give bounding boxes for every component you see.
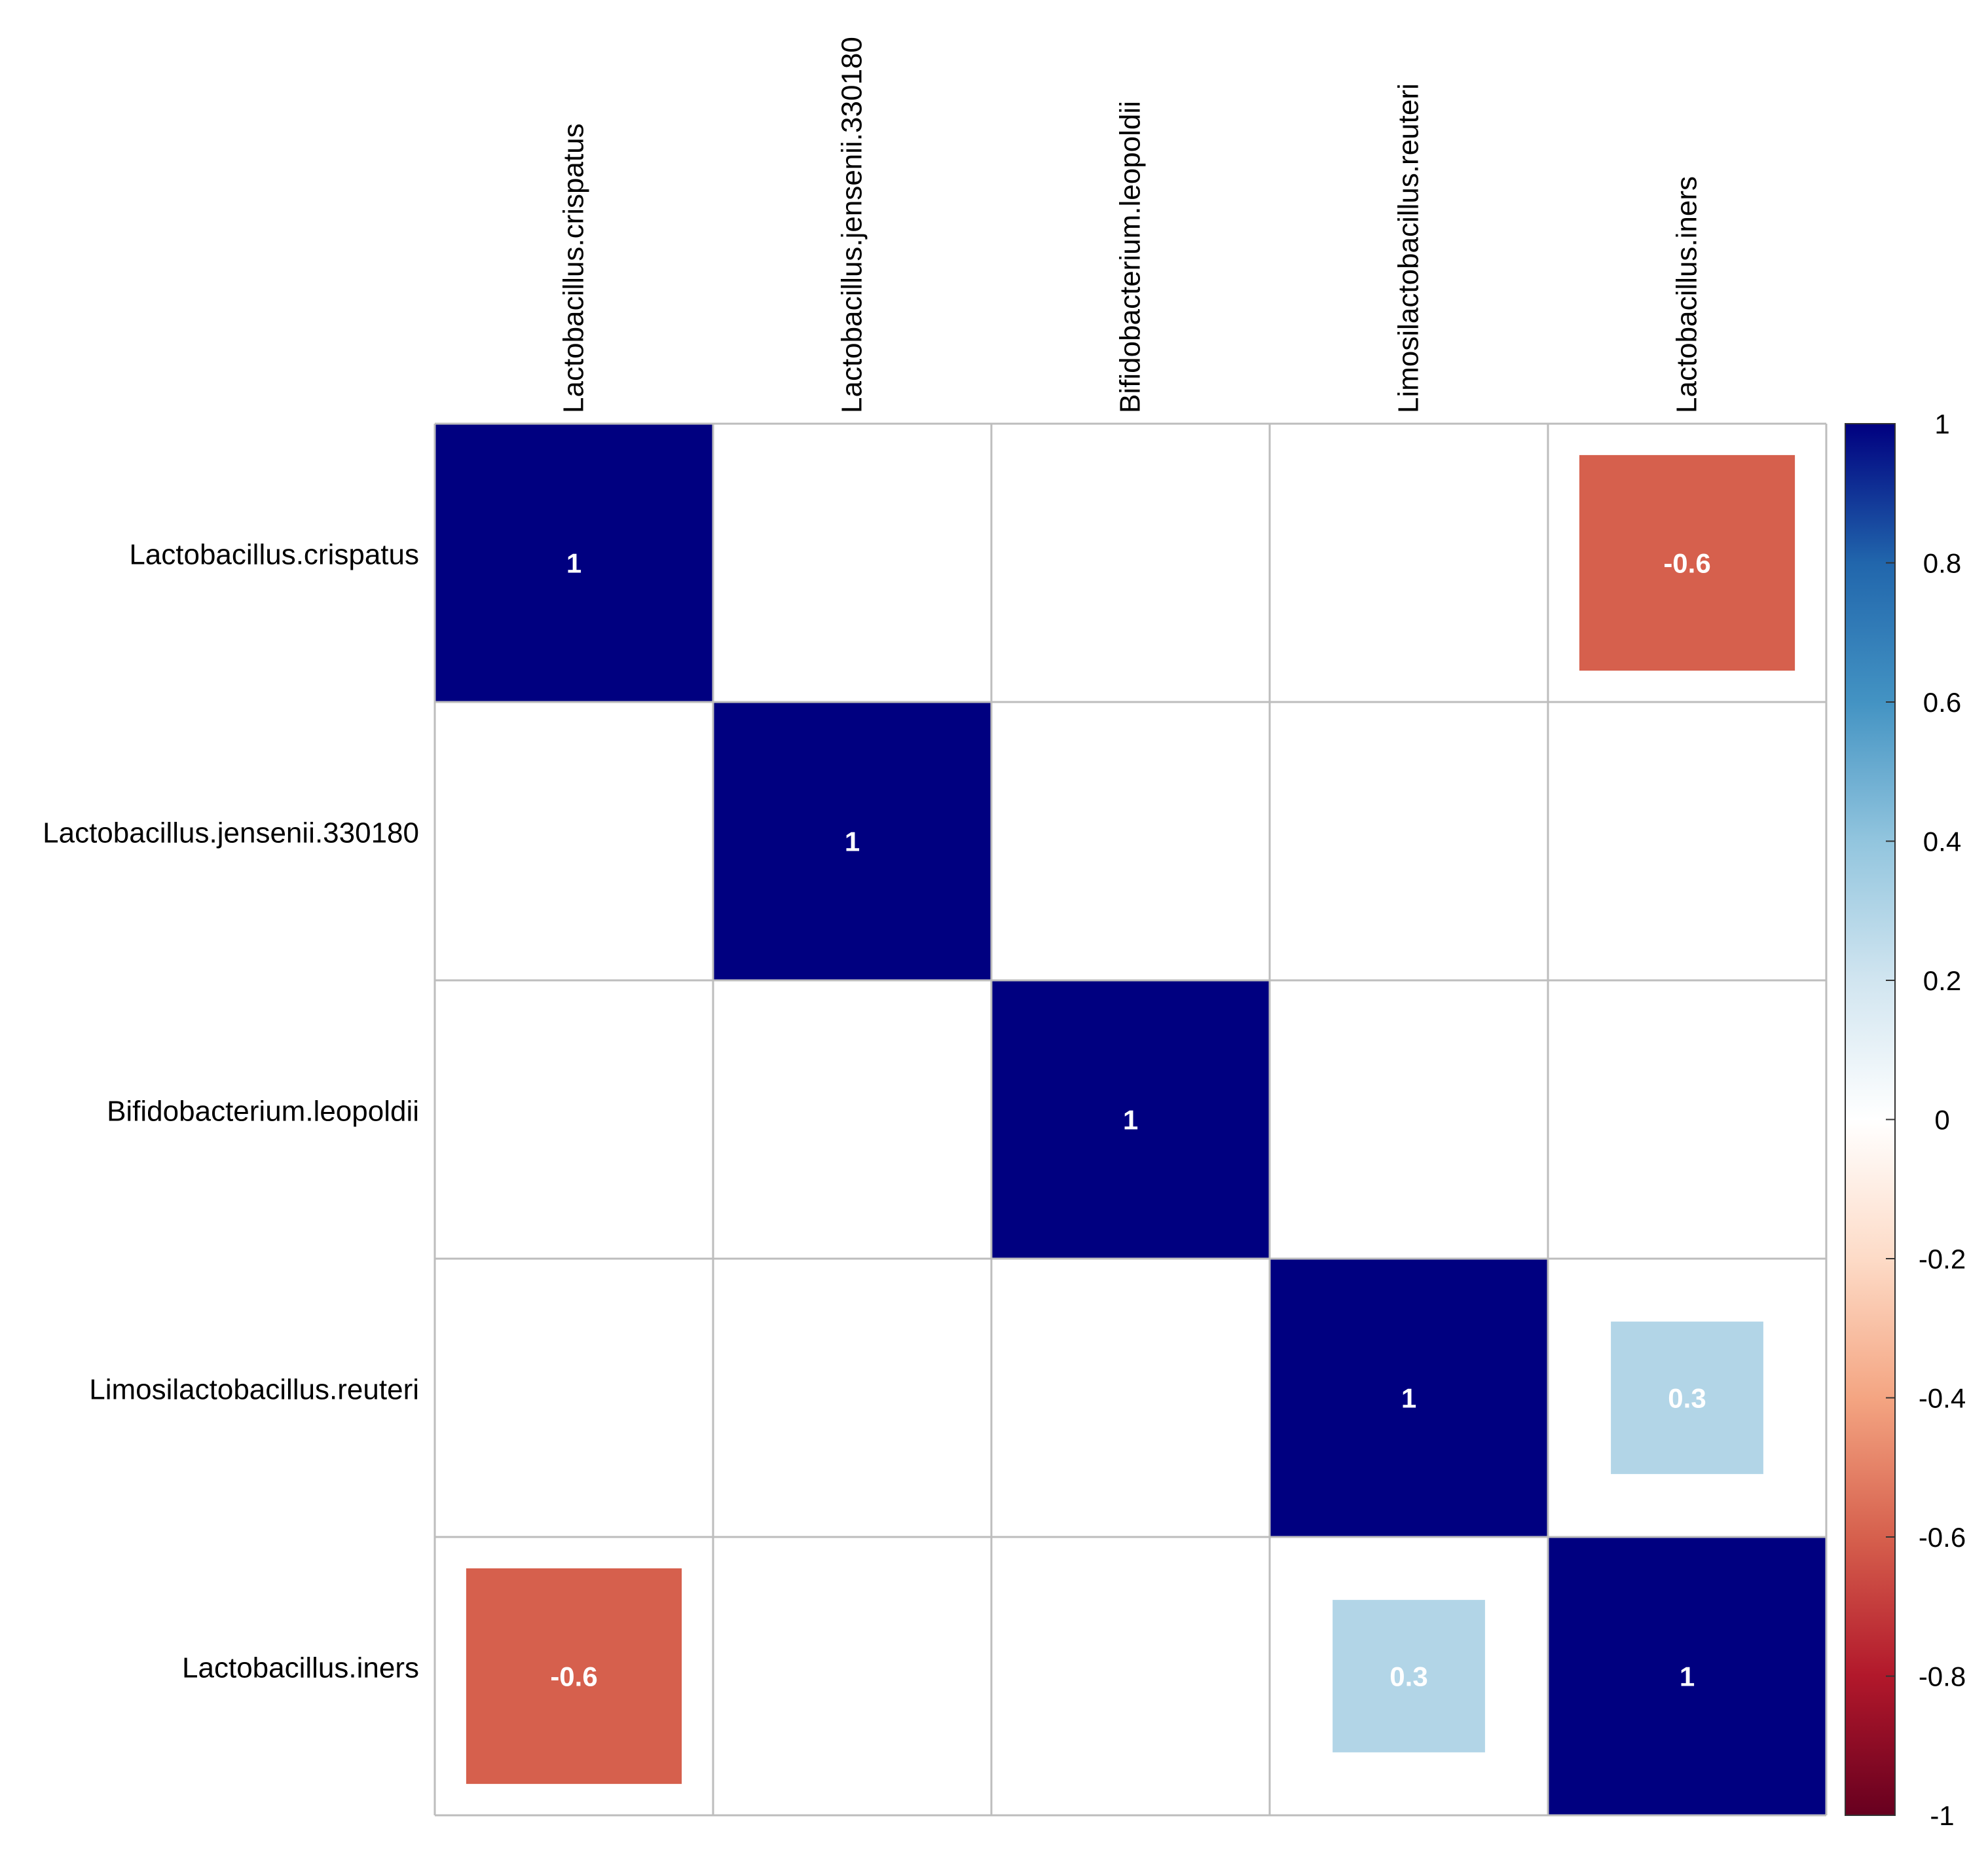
- column-labels: Lactobacillus.crispatus Lactobacillus.jen…: [558, 37, 1703, 413]
- colorbar-tick-label: 0.2: [1923, 965, 1961, 996]
- cell-value-label: 1: [566, 548, 581, 579]
- colorbar-tick-label: -0.6: [1919, 1522, 1966, 1553]
- row-label: Bifidobacterium.leopoldii: [107, 1096, 419, 1128]
- heatmap-cell-0-0: [435, 424, 713, 702]
- cell-value-label: 1: [845, 826, 860, 857]
- column-label: Limosilactobacillus.reuteri: [1393, 83, 1425, 413]
- cell-value-label: 0.3: [1390, 1661, 1427, 1692]
- cell-value-label: 1: [1680, 1661, 1695, 1692]
- column-label: Lactobacillus.crispatus: [558, 123, 590, 413]
- colorbar-tick-label: -0.4: [1919, 1383, 1966, 1414]
- heatmap-cell-1-1: [713, 702, 991, 980]
- column-label: Lactobacillus.jensenii.330180: [836, 37, 868, 413]
- colorbar-tick-label: 0.6: [1923, 687, 1961, 718]
- grid-lines: [433, 422, 1828, 1817]
- colorbar-tick-label: -1: [1930, 1800, 1954, 1831]
- column-label: Bifidobacterium.leopoldii: [1114, 101, 1147, 413]
- heatmap-cell-4-4: [1548, 1537, 1826, 1815]
- colorbar: 1 0.8 0.6 0.4 0.2 0 -0.2 -0.4 -0.6 -0.8 -1: [1845, 409, 1966, 1831]
- cell-value-label: 1: [1123, 1105, 1138, 1136]
- row-label: Limosilactobacillus.reuteri: [89, 1374, 419, 1406]
- cell-value-label: 0.3: [1668, 1383, 1706, 1414]
- heatmap-cell-4-3: [1333, 1600, 1485, 1752]
- row-label: Lactobacillus.crispatus: [129, 539, 419, 571]
- heatmap-cell-3-4: [1611, 1322, 1763, 1474]
- colorbar-tick-label: 1: [1934, 409, 1949, 439]
- row-labels: Lactobacillus.crispatus Lactobacillus.jen…: [43, 539, 419, 1684]
- column-label: Lactobacillus.iners: [1671, 176, 1703, 413]
- heatmap-cell-0-4: [1579, 454, 1795, 671]
- colorbar-tick-label: 0.4: [1923, 826, 1961, 857]
- row-label: Lactobacillus.iners: [182, 1652, 419, 1684]
- colorbar-tick-label: 0: [1934, 1105, 1949, 1136]
- cell-value-label: 1: [1401, 1383, 1416, 1414]
- colorbar-tick-label: -0.8: [1919, 1661, 1966, 1692]
- cell-value-labels: 1 -0.6 1 1 1 0.3 -0.6 0.3 1: [550, 548, 1710, 1692]
- cell-value-label: -0.6: [550, 1661, 597, 1692]
- colorbar-tick-label: -0.2: [1919, 1244, 1966, 1274]
- cell-value-label: -0.6: [1663, 548, 1710, 579]
- heatmap-cell-2-2: [991, 980, 1270, 1259]
- heatmap-cell-3-3: [1270, 1259, 1548, 1537]
- cell-layer: [435, 424, 1826, 1815]
- colorbar-tick-label: 0.8: [1923, 548, 1961, 579]
- heatmap-cell-4-0: [466, 1568, 682, 1785]
- row-label: Lactobacillus.jensenii.330180: [43, 817, 419, 849]
